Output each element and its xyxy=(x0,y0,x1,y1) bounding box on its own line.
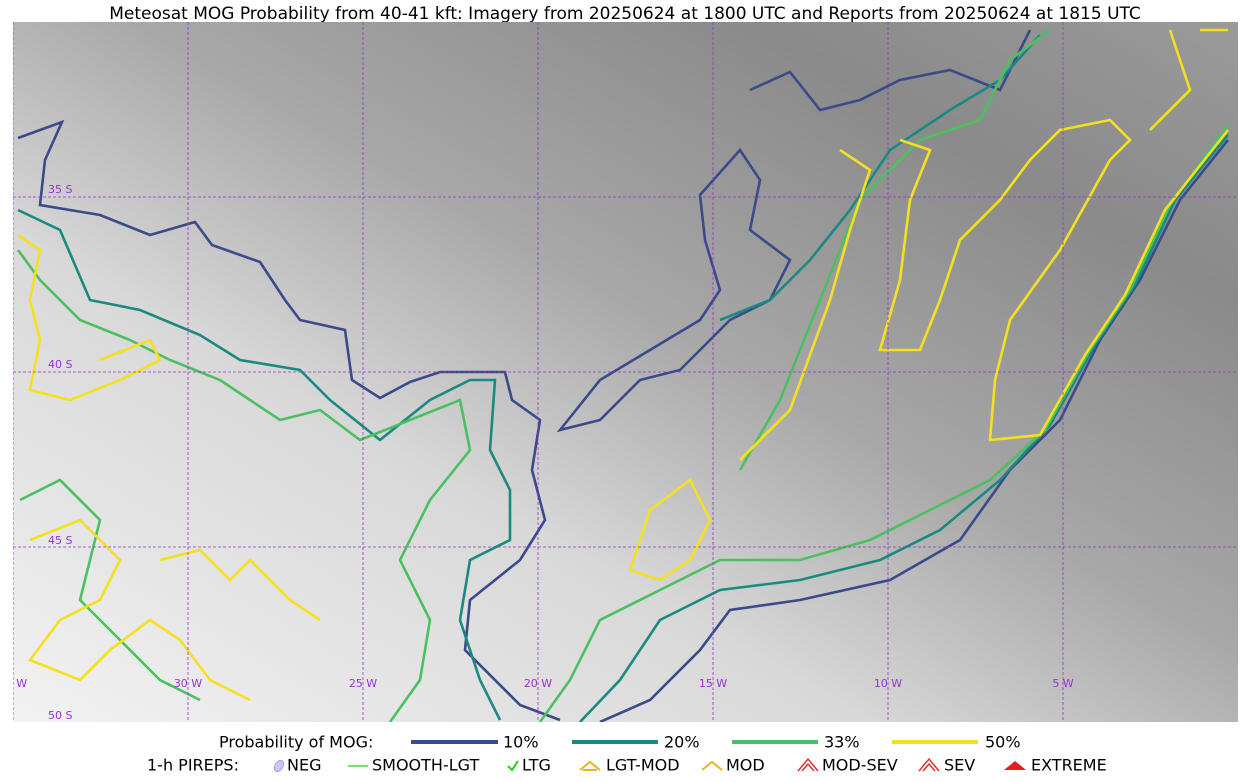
legend-title: Probability of MOG: xyxy=(219,733,373,752)
legend-label: MOD-SEV xyxy=(822,756,898,775)
contour-10 xyxy=(599,139,1230,722)
contour-33 xyxy=(19,478,201,702)
contours xyxy=(16,28,1230,722)
lon-label: 5 W xyxy=(1052,677,1073,690)
title: Meteosat MOG Probability from 40-41 kft:… xyxy=(109,4,1141,24)
lat-label: 40 S xyxy=(48,358,72,371)
legend-label: SEV xyxy=(944,756,975,775)
lon-label: 15 W xyxy=(699,677,727,690)
contour-33 xyxy=(738,28,1051,471)
contour-50 xyxy=(27,518,251,702)
grid xyxy=(13,22,1238,722)
legend-icon xyxy=(1004,761,1026,770)
contour-20 xyxy=(17,208,512,721)
legend-label: LGT-MOD xyxy=(606,756,680,775)
legend-icon xyxy=(507,760,519,772)
contour-33 xyxy=(16,249,472,722)
legend-label: 33% xyxy=(824,733,860,752)
contour-50 xyxy=(628,478,712,582)
contour-20 xyxy=(579,134,1230,722)
contour-50 xyxy=(17,233,162,402)
legend: Probability of MOG: 10% 20% 33% 50% 1-h … xyxy=(147,733,1107,775)
lon-label: 25 W xyxy=(349,677,377,690)
legend-label: 10% xyxy=(503,733,539,752)
lon-label: 30 W xyxy=(174,677,202,690)
map: 35 S 40 S 45 S 50 S 35 W 30 W 25 W 20 W … xyxy=(0,22,1238,722)
legend-label: 20% xyxy=(664,733,700,752)
legend-label: NEG xyxy=(287,756,321,775)
legend-label: 50% xyxy=(985,733,1021,752)
lon-label: 10 W xyxy=(874,677,902,690)
legend-icon xyxy=(701,760,723,771)
legend-label: MOD xyxy=(726,756,765,775)
contour-10 xyxy=(17,119,561,722)
lat-label: 50 S xyxy=(48,709,72,722)
contour-50 xyxy=(1149,28,1228,131)
lon-label: 20 W xyxy=(524,677,552,690)
lat-label: 45 S xyxy=(48,534,72,547)
legend-label: SMOOTH-LGT xyxy=(372,756,479,775)
legend-icon xyxy=(579,760,601,771)
contour-10 xyxy=(556,147,792,433)
contour-33 xyxy=(538,124,1230,722)
contour-10 xyxy=(749,29,1032,112)
legend-icon xyxy=(273,759,285,773)
legend-label: LTG xyxy=(522,756,551,775)
lon-label: 35 W xyxy=(0,677,27,690)
legend-title: 1-h PIREPS: xyxy=(147,756,239,775)
contour-50 xyxy=(878,118,1230,442)
legend-icon xyxy=(797,757,819,772)
contour-50 xyxy=(159,548,321,622)
legend-label: EXTREME xyxy=(1031,756,1107,775)
contour-50 xyxy=(739,148,872,461)
lat-label: 35 S xyxy=(48,183,72,196)
legend-icon xyxy=(918,757,940,772)
contour-20 xyxy=(719,34,1041,322)
